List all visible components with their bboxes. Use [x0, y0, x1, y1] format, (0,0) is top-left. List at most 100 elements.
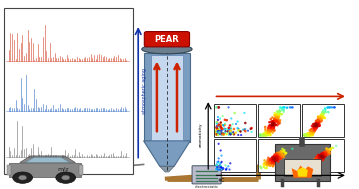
Point	[267, 160, 272, 163]
Point	[215, 118, 221, 121]
Point	[309, 130, 315, 133]
Point	[275, 160, 281, 163]
Point	[273, 118, 279, 121]
Point	[214, 106, 219, 109]
Point	[313, 123, 319, 126]
Point	[311, 125, 317, 128]
Point	[321, 154, 326, 157]
Point	[280, 153, 286, 156]
Point	[302, 133, 307, 136]
Point	[319, 155, 325, 158]
Point	[279, 156, 284, 159]
Point	[305, 132, 311, 135]
Point	[316, 159, 322, 162]
Point	[270, 120, 276, 123]
Bar	[7, 165, 11, 175]
Point	[313, 128, 318, 131]
Point	[266, 129, 272, 132]
Point	[272, 156, 278, 159]
Point	[316, 158, 322, 161]
Point	[331, 106, 336, 109]
Point	[281, 110, 287, 113]
Point	[267, 164, 273, 167]
Point	[318, 113, 324, 116]
Point	[323, 153, 329, 156]
Point	[263, 133, 269, 136]
Point	[216, 166, 222, 169]
Point	[314, 158, 320, 161]
Point	[260, 133, 265, 136]
Point	[302, 133, 307, 136]
Point	[313, 127, 318, 130]
Point	[275, 153, 281, 156]
Point	[272, 157, 278, 160]
Point	[220, 128, 225, 131]
Point	[278, 157, 284, 160]
Point	[267, 161, 273, 164]
Point	[305, 133, 311, 136]
Point	[324, 153, 330, 156]
Point	[275, 153, 281, 156]
Point	[264, 164, 270, 167]
Point	[275, 121, 281, 124]
Point	[214, 126, 220, 129]
Point	[215, 130, 220, 133]
Point	[314, 159, 320, 162]
Point	[271, 160, 276, 163]
Point	[302, 133, 307, 136]
Point	[270, 159, 275, 162]
Point	[313, 158, 319, 161]
Point	[281, 108, 286, 112]
Polygon shape	[25, 157, 70, 163]
Point	[312, 124, 318, 127]
Point	[224, 167, 230, 170]
Point	[269, 163, 274, 166]
Point	[257, 133, 263, 136]
Point	[321, 154, 327, 157]
Point	[228, 125, 234, 128]
Point	[325, 106, 331, 109]
Point	[214, 132, 219, 135]
Point	[274, 155, 280, 158]
Point	[270, 158, 276, 161]
Polygon shape	[151, 55, 183, 140]
Point	[270, 125, 276, 129]
Point	[318, 115, 324, 118]
Point	[311, 127, 316, 130]
Point	[269, 161, 275, 164]
Point	[318, 117, 323, 120]
Point	[218, 121, 224, 124]
Point	[217, 117, 223, 120]
Point	[303, 133, 309, 136]
Point	[274, 157, 279, 160]
Point	[332, 106, 337, 109]
Point	[277, 151, 283, 154]
Point	[326, 153, 331, 156]
Point	[267, 160, 273, 163]
Point	[223, 130, 228, 133]
Point	[326, 106, 332, 109]
Point	[325, 153, 331, 156]
Point	[266, 156, 271, 159]
Point	[314, 120, 320, 123]
Point	[314, 159, 320, 162]
Point	[319, 119, 325, 122]
Point	[265, 127, 271, 130]
Point	[274, 156, 280, 159]
Point	[307, 133, 313, 136]
Point	[261, 133, 266, 136]
Point	[222, 132, 227, 135]
Point	[271, 155, 277, 158]
Point	[319, 157, 325, 160]
Point	[269, 121, 275, 124]
Point	[275, 156, 281, 159]
Point	[221, 124, 227, 127]
Point	[302, 133, 307, 136]
Point	[271, 158, 277, 161]
Point	[225, 130, 231, 133]
Point	[264, 161, 269, 164]
Point	[270, 164, 276, 167]
Point	[268, 161, 274, 164]
Point	[273, 158, 279, 161]
Point	[317, 155, 322, 158]
